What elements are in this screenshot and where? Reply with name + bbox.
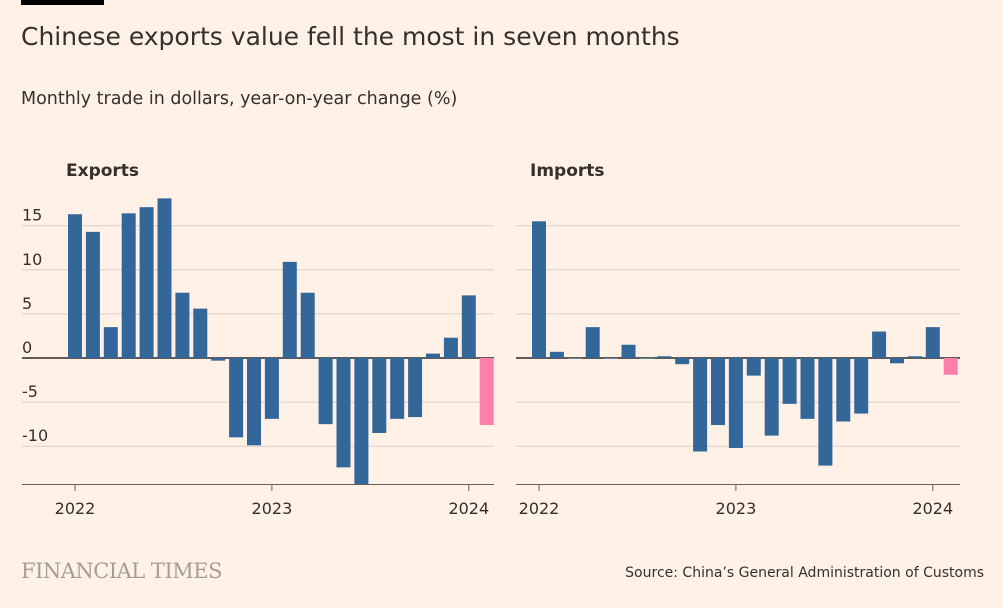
imports-bar (549, 351, 564, 358)
imports-bar (693, 358, 708, 452)
imports-bar (872, 331, 887, 358)
chart-subtitle: Monthly trade in dollars, year-on-year c… (21, 89, 458, 109)
exports-bar (211, 358, 226, 361)
exports-xtick-label: 2022 (55, 499, 96, 518)
exports-xtick-label: 2024 (448, 499, 489, 518)
exports-ytick-label: 10 (22, 250, 42, 269)
imports-xtick-label: 2023 (716, 499, 757, 518)
ft-logo: FINANCIAL TIMES (21, 559, 222, 583)
imports-bar (925, 327, 940, 358)
imports-bar (711, 358, 725, 426)
imports-bar (675, 358, 690, 365)
imports-bar (800, 358, 815, 419)
exports-bar (139, 207, 154, 358)
chart-title: Chinese exports value fell the most in s… (21, 22, 680, 51)
imports-bar (603, 358, 618, 359)
exports-ytick-label: -10 (22, 426, 48, 445)
imports-xtick-label: 2024 (912, 499, 953, 518)
exports-bar (461, 295, 476, 358)
exports-xtick-label: 2023 (252, 499, 293, 518)
exports-bar (300, 292, 315, 358)
imports-bar (836, 358, 851, 422)
imports-bar (854, 358, 869, 414)
imports-xtick-label: 2022 (519, 499, 560, 518)
exports-bar (264, 358, 279, 419)
imports-bar (746, 358, 761, 376)
exports-bar (121, 213, 136, 358)
exports-panel-title: Exports (66, 161, 139, 181)
imports-bar (567, 358, 582, 359)
exports-ytick-label: 0 (22, 338, 32, 357)
exports-ytick-label: -5 (22, 382, 38, 401)
imports-bar (585, 327, 600, 358)
brand-bar (21, 0, 104, 5)
exports-bar (318, 358, 333, 425)
exports-bar (426, 353, 440, 358)
exports-bar (408, 358, 423, 418)
exports-ytick-label: 5 (22, 294, 32, 313)
imports-bar (818, 358, 833, 466)
source-note: Source: China’s General Administration o… (625, 565, 984, 581)
exports-bar (229, 358, 244, 438)
exports-bar (157, 198, 172, 358)
imports-bar (532, 221, 546, 358)
exports-bar (175, 292, 190, 358)
exports-bar (85, 231, 100, 358)
imports-panel-title: Imports (530, 161, 605, 181)
imports-bar (621, 344, 636, 358)
exports-bar (479, 358, 494, 426)
imports-bar (907, 356, 922, 358)
exports-bar (68, 214, 82, 358)
exports-bar (193, 308, 208, 358)
exports-bar (443, 337, 458, 358)
exports-bar (390, 358, 405, 419)
exports-bar (354, 358, 369, 485)
imports-bar (890, 358, 904, 364)
imports-bar (639, 358, 654, 359)
imports-bar (943, 358, 958, 375)
exports-bar (372, 358, 387, 433)
exports-bar (103, 327, 118, 358)
exports-bar (336, 358, 351, 468)
exports-ytick-label: 15 (22, 206, 42, 225)
imports-bar (657, 356, 672, 358)
imports-bar (764, 358, 779, 436)
exports-bar (282, 261, 297, 358)
exports-bar (247, 358, 261, 446)
imports-bar (782, 358, 797, 404)
imports-bar (728, 358, 743, 448)
